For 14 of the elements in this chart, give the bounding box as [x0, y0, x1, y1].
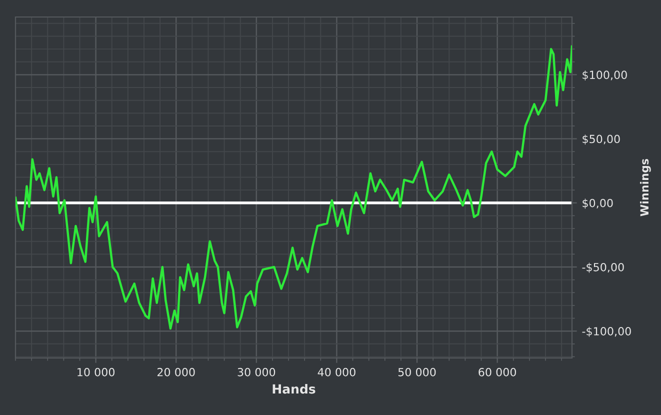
- y-tick-label: $50,00: [582, 134, 620, 145]
- x-tick-label: 20 000: [157, 368, 195, 376]
- x-tick-label: 50 000: [398, 368, 436, 376]
- y-tick-label: -$100,00: [582, 326, 631, 337]
- line-series: [16, 45, 572, 330]
- y-tick-label: $0,00: [582, 198, 613, 209]
- x-axis-title: Hands: [272, 384, 316, 394]
- x-tick-label: 10 000: [78, 368, 115, 376]
- y-tick-label: -$50,00: [582, 262, 624, 273]
- y-tick-label: $100,00: [582, 70, 627, 81]
- x-tick-label: 40 000: [318, 368, 356, 376]
- y-axis-title: Winnings: [640, 158, 651, 216]
- x-tick-label: 30 000: [238, 368, 276, 376]
- x-tick-label: 60 000: [478, 368, 516, 376]
